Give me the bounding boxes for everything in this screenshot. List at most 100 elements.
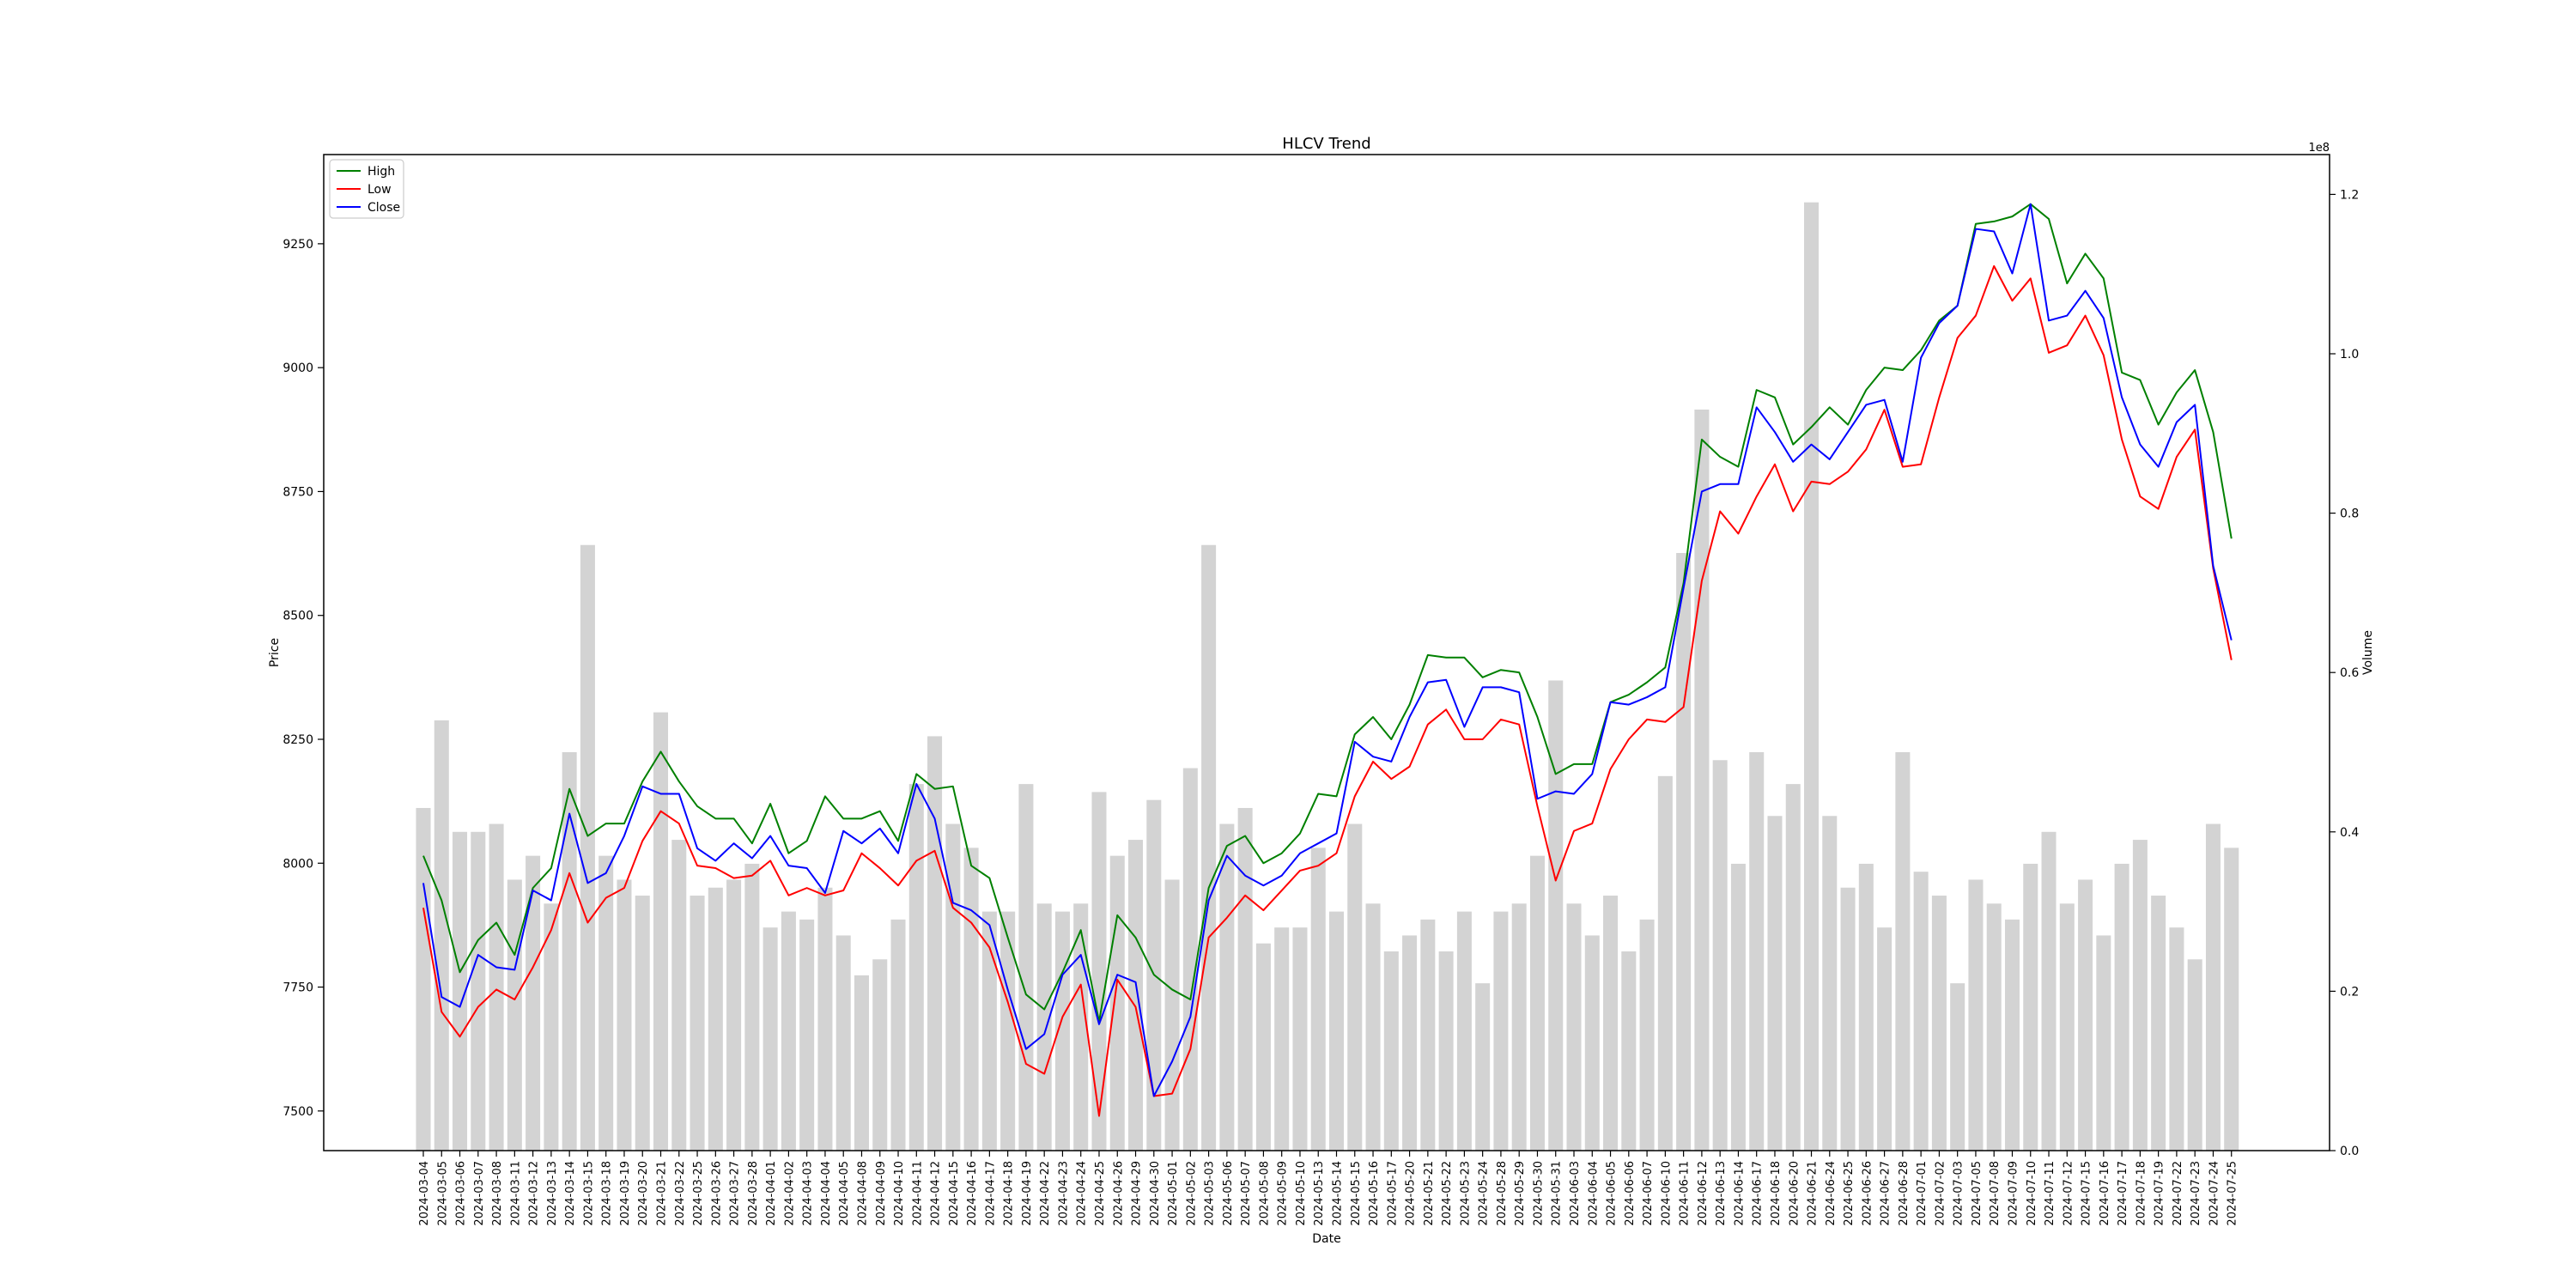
x-tick-label: 2024-03-11 [509, 1161, 522, 1226]
x-tick-label: 2024-04-10 [893, 1161, 906, 1226]
x-tick-label: 2024-04-16 [966, 1161, 979, 1226]
x-tick-label: 2024-05-08 [1258, 1161, 1271, 1226]
volume-bar [1712, 760, 1728, 1151]
volume-bar [981, 911, 997, 1151]
x-tick-label: 2024-03-13 [546, 1161, 559, 1226]
volume-bar [1511, 903, 1527, 1151]
y2-tick-label: 1.2 [2340, 188, 2359, 202]
volume-bar [1255, 943, 1271, 1151]
series-line-close [422, 203, 2233, 1097]
x-tick-label: 2024-07-02 [1934, 1161, 1947, 1226]
x-tick-label: 2024-03-06 [455, 1161, 468, 1226]
volume-bar [1986, 903, 2002, 1151]
legend: High Low Close [329, 159, 404, 219]
x-tick-label: 2024-07-08 [1989, 1161, 2002, 1226]
y-tick-label: 8500 [283, 610, 313, 623]
x-tick-label: 2024-03-19 [619, 1161, 632, 1226]
x-tick-label: 2024-04-19 [1021, 1161, 1034, 1226]
volume-bar [1091, 792, 1107, 1151]
price-lines [422, 203, 2233, 1117]
x-tick-label: 2024-06-21 [1807, 1161, 1820, 1226]
x-tick-label: 2024-07-03 [1953, 1161, 1965, 1226]
volume-bar [1931, 896, 1947, 1151]
volume-bar [708, 887, 723, 1151]
x-tick-label: 2024-05-03 [1204, 1161, 1217, 1226]
volume-bar [927, 736, 943, 1151]
volume-bar [1493, 911, 1509, 1151]
volume-bar [963, 848, 979, 1151]
x-tick-label: 2024-04-23 [1057, 1161, 1070, 1226]
volume-bar [1950, 983, 1965, 1151]
legend-box [329, 159, 404, 219]
x-tick-label: 2024-05-07 [1240, 1161, 1253, 1226]
x-tick-label: 2024-06-13 [1715, 1161, 1728, 1226]
x-tick-label: 2024-06-11 [1679, 1161, 1692, 1226]
x-tick-label: 2024-07-19 [2154, 1161, 2166, 1226]
volume-bar [1365, 903, 1381, 1151]
y2-tick-label: 0.4 [2340, 826, 2359, 840]
volume-bar [1694, 409, 1710, 1151]
volume-bar [1804, 202, 1820, 1151]
x-tick-label: 2024-03-08 [491, 1161, 504, 1226]
volume-bar [1895, 752, 1911, 1151]
x-tick-label: 2024-07-15 [2081, 1161, 2093, 1226]
volume-bar [1383, 951, 1399, 1151]
x-tick-label: 2024-03-21 [656, 1161, 669, 1226]
x-tick-label: 2024-07-16 [2099, 1161, 2111, 1226]
volume-bar [1456, 911, 1472, 1151]
x-tick-label: 2024-07-10 [2026, 1161, 2038, 1226]
volume-bar [1000, 911, 1016, 1151]
volume-bar [1822, 816, 1838, 1151]
x-tick-label: 2024-06-14 [1733, 1161, 1746, 1226]
series-line-low [422, 264, 2233, 1117]
volume-bar [1237, 807, 1253, 1151]
x-tick-label: 2024-07-23 [2190, 1161, 2202, 1226]
x-tick-label: 2024-05-21 [1423, 1161, 1436, 1226]
x-tick-label: 2024-07-24 [2208, 1161, 2221, 1226]
volume-bar [562, 752, 577, 1151]
volume-bar [2023, 863, 2038, 1151]
volume-bar [945, 823, 961, 1151]
volume-bar [1128, 840, 1144, 1151]
x-tick-label: 2024-05-16 [1368, 1161, 1381, 1226]
y-tick-label: 8750 [283, 485, 313, 499]
volume-bar [762, 927, 778, 1151]
volume-bar [671, 840, 687, 1151]
x-tick-label: 2024-07-22 [2172, 1161, 2184, 1226]
legend-label: Low [368, 183, 392, 197]
volume-bar [507, 879, 522, 1151]
x-tick-label: 2024-06-07 [1642, 1161, 1655, 1226]
volume-bar [690, 896, 705, 1151]
x-tick-label: 2024-05-17 [1386, 1161, 1399, 1226]
x-tick-label: 2024-04-11 [911, 1161, 924, 1226]
volume-bar [1730, 863, 1746, 1151]
volume-bar [544, 903, 559, 1151]
x-tick-label: 2024-04-03 [802, 1161, 815, 1226]
y-tick-label: 7750 [283, 981, 313, 995]
x-tick-label: 2024-05-06 [1222, 1161, 1235, 1226]
legend-label: Close [368, 201, 400, 215]
volume-bar [1036, 903, 1052, 1151]
volume-bar [1219, 823, 1235, 1151]
volume-bar [1840, 887, 1856, 1151]
x-tick-label: 2024-07-25 [2227, 1161, 2239, 1226]
volume-bar [1475, 983, 1491, 1151]
x-tick-label: 2024-05-09 [1277, 1161, 1290, 1226]
volume-bar [1347, 823, 1363, 1151]
volume-bar [890, 919, 906, 1151]
volume-bar [1073, 903, 1089, 1151]
y2-tick-label: 0.0 [2340, 1145, 2359, 1158]
x-tick-label: 2024-03-20 [637, 1161, 650, 1226]
volume-bar [1968, 879, 1984, 1151]
volume-bar [1621, 951, 1637, 1151]
volume-bar [2041, 831, 2057, 1151]
x-tick-label: 2024-06-20 [1788, 1161, 1801, 1226]
volume-bar [1767, 816, 1783, 1151]
volume-bar [1402, 935, 1418, 1151]
x-tick-label: 2024-05-30 [1532, 1161, 1545, 1226]
x-tick-label: 2024-06-17 [1752, 1161, 1765, 1226]
volume-bar [1438, 951, 1454, 1151]
x-tick-label: 2024-03-22 [674, 1161, 687, 1226]
volume-bar [2132, 840, 2148, 1151]
